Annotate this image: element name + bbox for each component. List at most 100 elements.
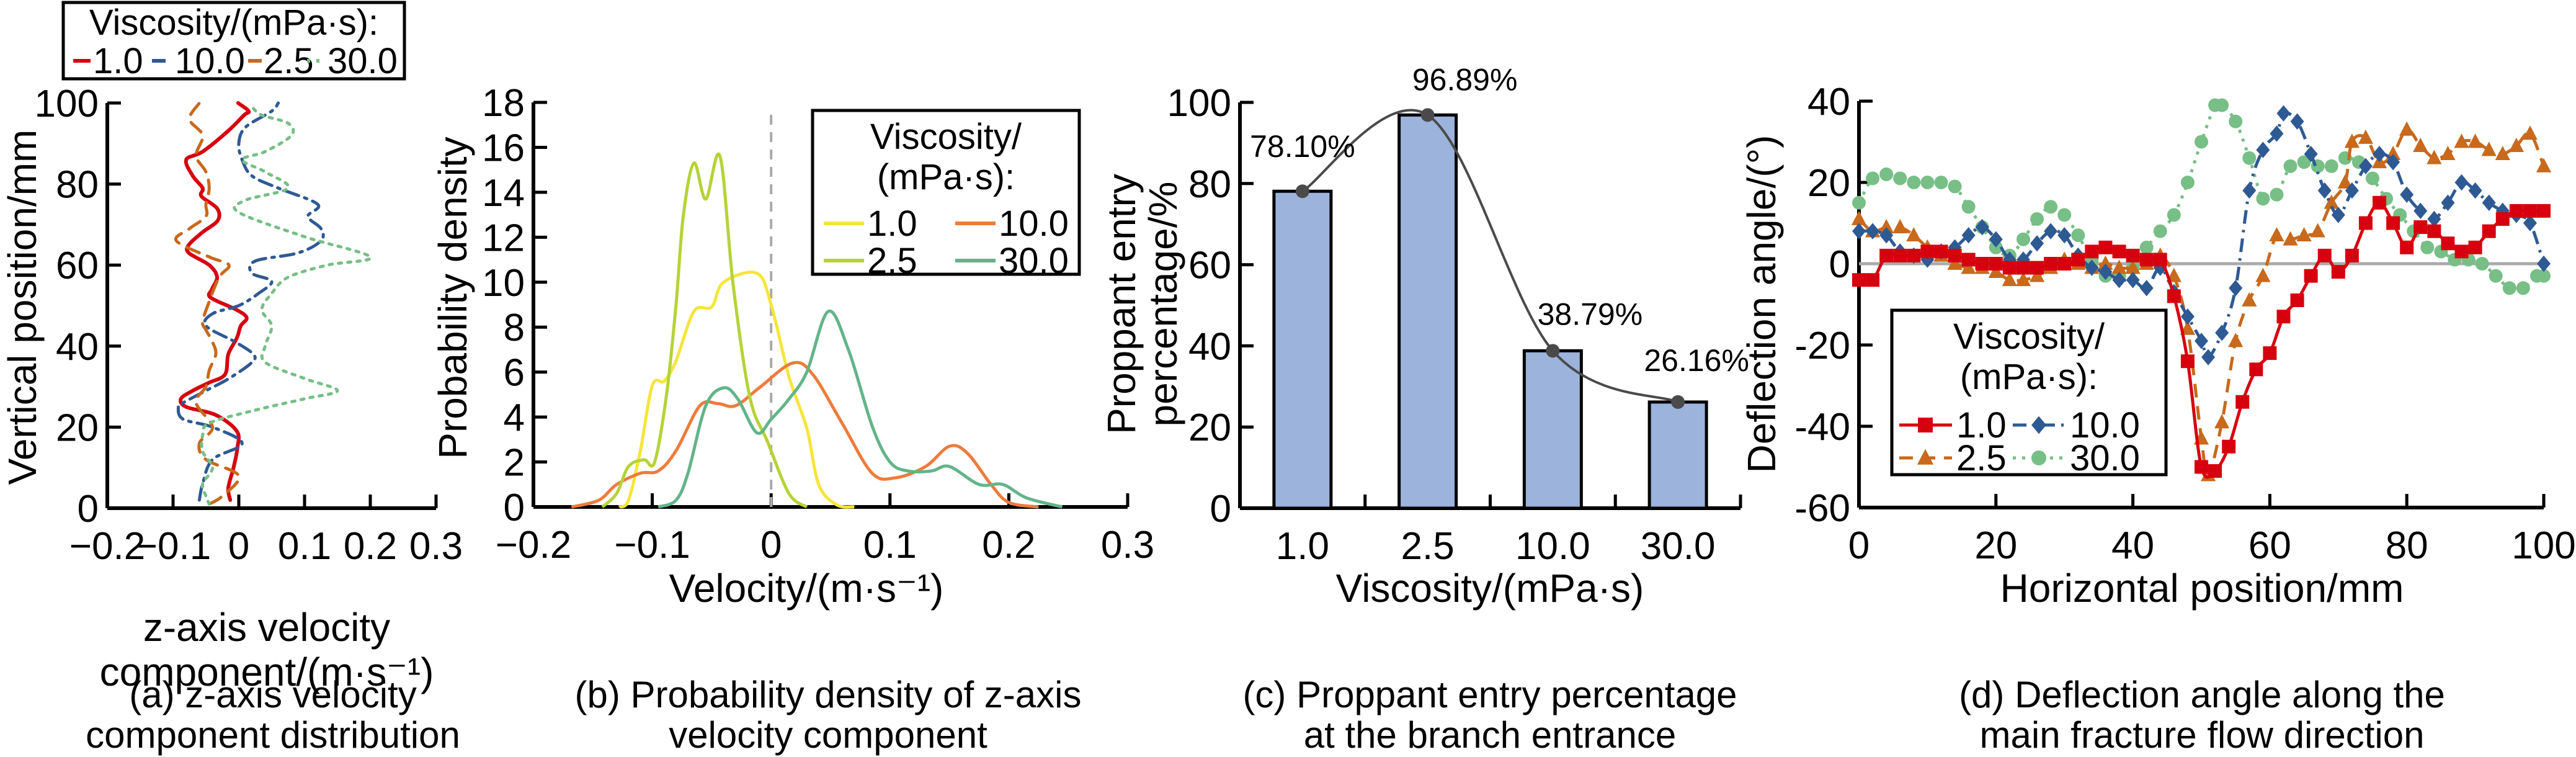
marker-circle bbox=[1948, 179, 1962, 194]
x-axis-title: Viscosity/(mPa·s) bbox=[1336, 566, 1644, 611]
marker-square bbox=[2167, 289, 2181, 303]
y-axis-title: Vertical position/mm bbox=[0, 130, 45, 485]
panel-caption-line1: (d) Deflection angle along the bbox=[1959, 674, 2445, 715]
x-axis-title-line2: component/(m·s⁻¹) bbox=[100, 650, 434, 694]
y-axis-title: Deflection angle/(°) bbox=[1739, 135, 1784, 473]
marker-square bbox=[2195, 460, 2208, 474]
marker-circle bbox=[1852, 195, 1866, 210]
marker-diamond bbox=[2427, 210, 2441, 228]
legend-title-line1: Viscosity/ bbox=[870, 117, 1022, 157]
x-tick-label: 30.0 bbox=[1641, 525, 1716, 568]
marker-diamond bbox=[1975, 218, 1989, 236]
marker-triangle bbox=[2125, 259, 2141, 274]
marker-circle bbox=[2270, 187, 2284, 202]
legend-label: 10.0 bbox=[175, 41, 245, 81]
marker-square bbox=[2126, 248, 2140, 262]
marker-triangle bbox=[2454, 133, 2469, 148]
marker-circle bbox=[2153, 224, 2167, 238]
marker-square bbox=[2016, 261, 2030, 275]
marker-diamond bbox=[2441, 194, 2455, 211]
x-axis-title: Velocity/(m·s⁻¹) bbox=[669, 566, 944, 611]
marker-diamond bbox=[2373, 145, 2387, 163]
marker-diamond bbox=[2030, 235, 2044, 252]
marker-diamond bbox=[2454, 174, 2469, 191]
marker-square bbox=[1920, 244, 1935, 259]
density-curve-10-0 bbox=[571, 361, 1039, 509]
y-tick-label: 20 bbox=[56, 406, 99, 449]
y-tick-label: -40 bbox=[1794, 406, 1850, 449]
marker-diamond bbox=[2523, 215, 2537, 231]
y-axis-title: Probability density bbox=[430, 137, 475, 459]
marker-circle bbox=[2229, 114, 2243, 128]
marker-square bbox=[2098, 240, 2113, 254]
y-tick-label: 0 bbox=[1829, 243, 1850, 286]
marker-square bbox=[2276, 310, 2291, 324]
marker-diamond bbox=[2317, 182, 2332, 199]
y-tick-label: 60 bbox=[56, 244, 99, 287]
marker-diamond bbox=[2304, 145, 2318, 163]
marker-triangle bbox=[1892, 218, 1908, 233]
panel-caption-line1: (c) Proppant entry percentage bbox=[1242, 674, 1737, 715]
marker-square bbox=[2263, 346, 2277, 361]
marker-triangle bbox=[2508, 137, 2524, 152]
marker-circle bbox=[2167, 208, 2181, 222]
marker-square bbox=[2057, 257, 2072, 271]
marker-diamond bbox=[2201, 349, 2216, 365]
marker-circle bbox=[2256, 192, 2270, 206]
marker-square bbox=[1879, 248, 1894, 262]
y-tick-label: 0 bbox=[504, 486, 525, 529]
legend-label: 30.0 bbox=[328, 41, 398, 81]
marker-square bbox=[2290, 293, 2304, 307]
data-label: 38.79% bbox=[1538, 297, 1643, 331]
legend-label: 2.5 bbox=[1956, 438, 2007, 478]
panel-caption-line2: velocity component bbox=[669, 714, 987, 756]
marker-triangle bbox=[2481, 141, 2497, 156]
marker-square bbox=[2071, 253, 2085, 267]
marker-circle bbox=[2016, 232, 2030, 246]
y-tick-label: 14 bbox=[482, 172, 525, 215]
marker-circle bbox=[1934, 176, 1948, 189]
data-label: 96.89% bbox=[1412, 62, 1518, 97]
marker-triangle bbox=[2427, 150, 2442, 164]
data-point bbox=[1420, 108, 1435, 122]
series-line-2-5 bbox=[174, 101, 241, 506]
legend-label: 2.5 bbox=[264, 41, 314, 81]
y-tick-label: 100 bbox=[35, 83, 99, 125]
marker-diamond bbox=[2098, 263, 2113, 280]
marker-circle bbox=[2516, 281, 2530, 295]
x-tick-label: 80 bbox=[2386, 524, 2428, 567]
legend-title-line2: (mPa·s): bbox=[1960, 357, 2098, 397]
legend-frame bbox=[811, 109, 1081, 276]
x-tick-label: 60 bbox=[2248, 524, 2291, 567]
x-tick-label: 0.3 bbox=[1101, 524, 1154, 567]
marker-triangle bbox=[1851, 210, 1867, 225]
marker-square bbox=[1907, 248, 1921, 262]
marker-square bbox=[1934, 244, 1948, 259]
series-line-30-0 bbox=[1857, 100, 2544, 292]
marker-triangle bbox=[2214, 414, 2230, 429]
legend-label: 2.5 bbox=[867, 241, 917, 281]
panel-caption-line2: component distribution bbox=[86, 714, 460, 756]
marker-triangle bbox=[2015, 272, 2031, 287]
series-line-1-0 bbox=[1858, 201, 2544, 479]
marker-diamond bbox=[2413, 202, 2428, 220]
marker-diamond bbox=[2290, 113, 2304, 130]
marker-square bbox=[1975, 257, 1989, 271]
marker-square bbox=[2180, 354, 2195, 369]
legend-label: 10.0 bbox=[999, 204, 1069, 244]
bar-30-0 bbox=[1647, 400, 1708, 510]
x-tick-label: 0 bbox=[1848, 524, 1870, 567]
marker-square bbox=[2044, 257, 2058, 271]
marker-triangle bbox=[2536, 158, 2552, 172]
density-curve-1-0 bbox=[618, 271, 855, 509]
marker-diamond bbox=[1879, 226, 1894, 244]
marker-diamond bbox=[2400, 186, 2414, 203]
marker-diamond bbox=[2537, 255, 2551, 272]
legend-title-line2: (mPa·s): bbox=[877, 157, 1015, 197]
marker-triangle bbox=[2228, 333, 2244, 347]
x-tick-label: 0.1 bbox=[863, 524, 917, 567]
marker-circle bbox=[2475, 257, 2489, 271]
panel-a-legend: Viscosity/(mPa·s): 1.0 10.0 2.5 30.0 bbox=[61, 1, 406, 81]
marker-square bbox=[1866, 273, 1880, 287]
y-tick-label: 20 bbox=[1807, 162, 1850, 205]
